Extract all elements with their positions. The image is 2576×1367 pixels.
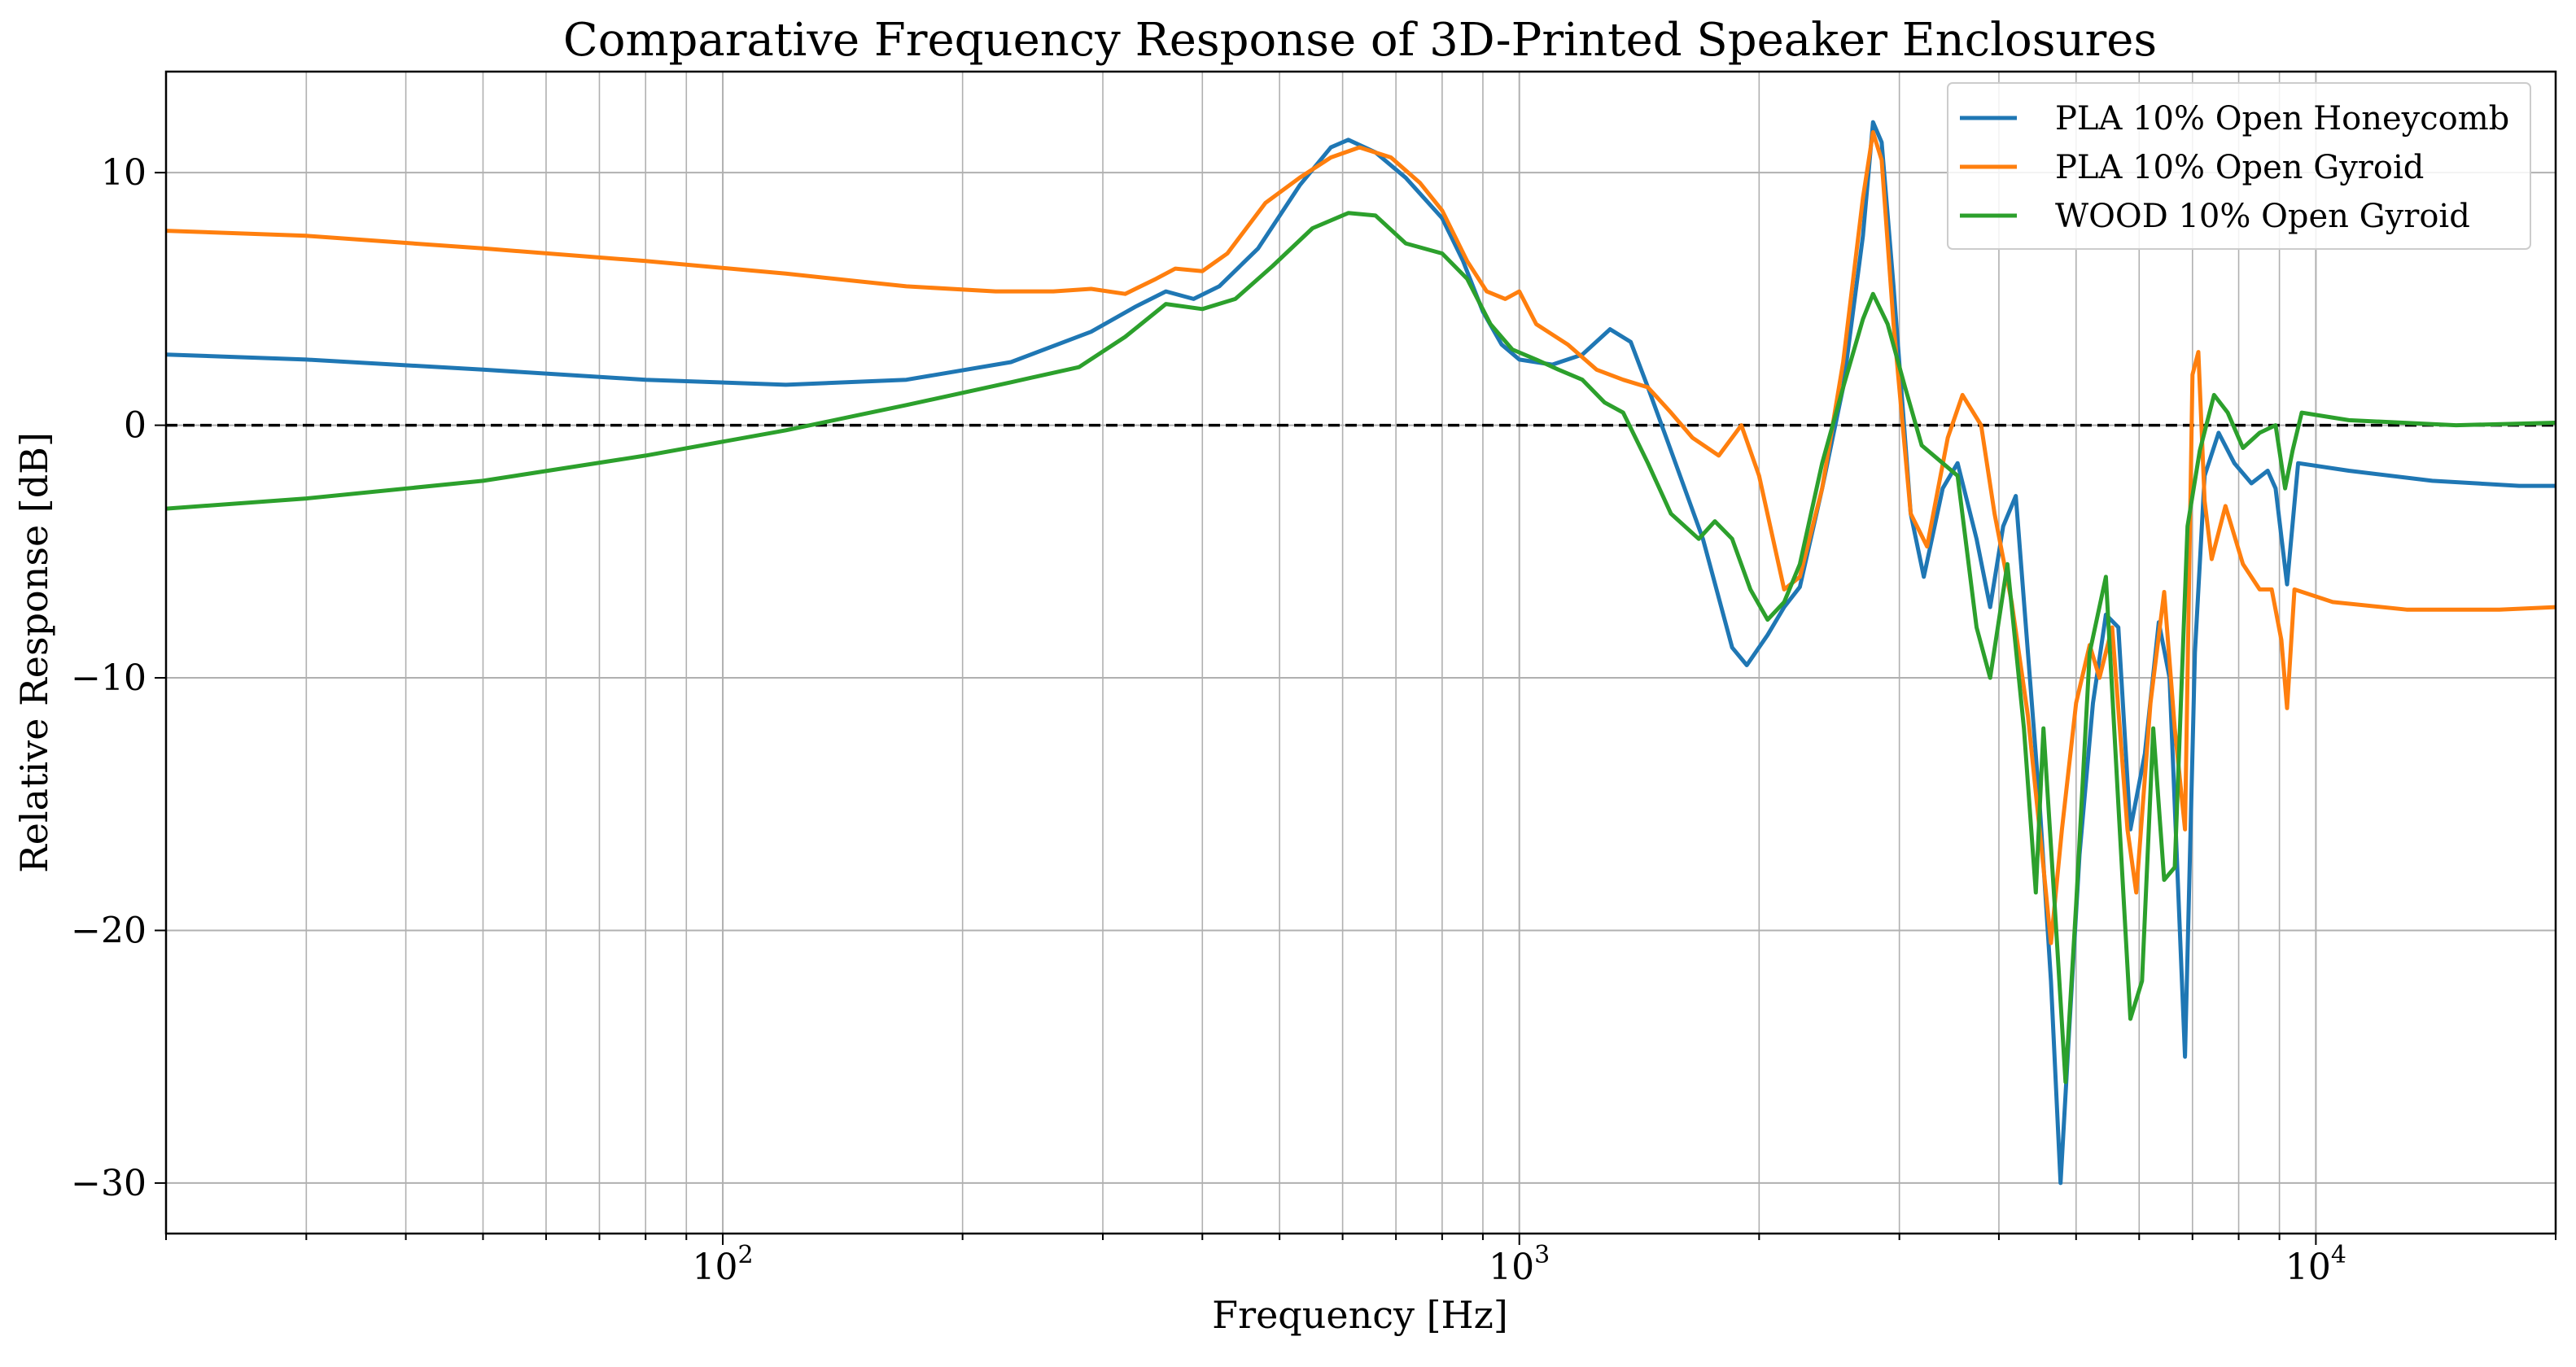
y-tick-label: 10 — [101, 152, 147, 194]
legend: PLA 10% Open Honeycomb PLA 10% Open Gyro… — [1947, 82, 2531, 250]
y-tick-label: −10 — [71, 657, 147, 699]
series-line-wood-gyroid — [166, 211, 2556, 1085]
plot-frame — [164, 70, 2557, 1235]
axis-ticks — [155, 172, 2556, 1245]
x-tick-label: 103 — [1489, 1241, 1550, 1288]
series-lines — [166, 120, 2556, 1186]
legend-label-pla-gyroid: PLA 10% Open Gyroid — [2055, 149, 2424, 186]
y-tick-labels: 10 0 −10 −20 −30 — [71, 152, 147, 1204]
y-tick-label: 0 — [124, 405, 147, 447]
grid — [165, 72, 2556, 1234]
y-tick-label: −30 — [71, 1163, 147, 1204]
x-axis-label: Frequency [Hz] — [1212, 1293, 1508, 1337]
series-line-pla-gyroid — [166, 130, 2556, 946]
legend-label-honeycomb: PLA 10% Open Honeycomb — [2055, 100, 2509, 138]
x-tick-label: 102 — [693, 1241, 754, 1288]
series-line-pla-honeycomb — [166, 120, 2556, 1186]
legend-label-wood-gyroid: WOOD 10% Open Gyroid — [2055, 198, 2470, 235]
y-tick-label: −20 — [71, 910, 147, 951]
x-tick-label: 104 — [2285, 1241, 2346, 1288]
chart-title: Comparative Frequency Response of 3D-Pri… — [563, 14, 2157, 67]
y-axis-label: Relative Response [dB] — [12, 432, 56, 873]
x-tick-labels: 102 103 104 — [693, 1241, 2346, 1288]
legend-box — [1947, 82, 2531, 250]
